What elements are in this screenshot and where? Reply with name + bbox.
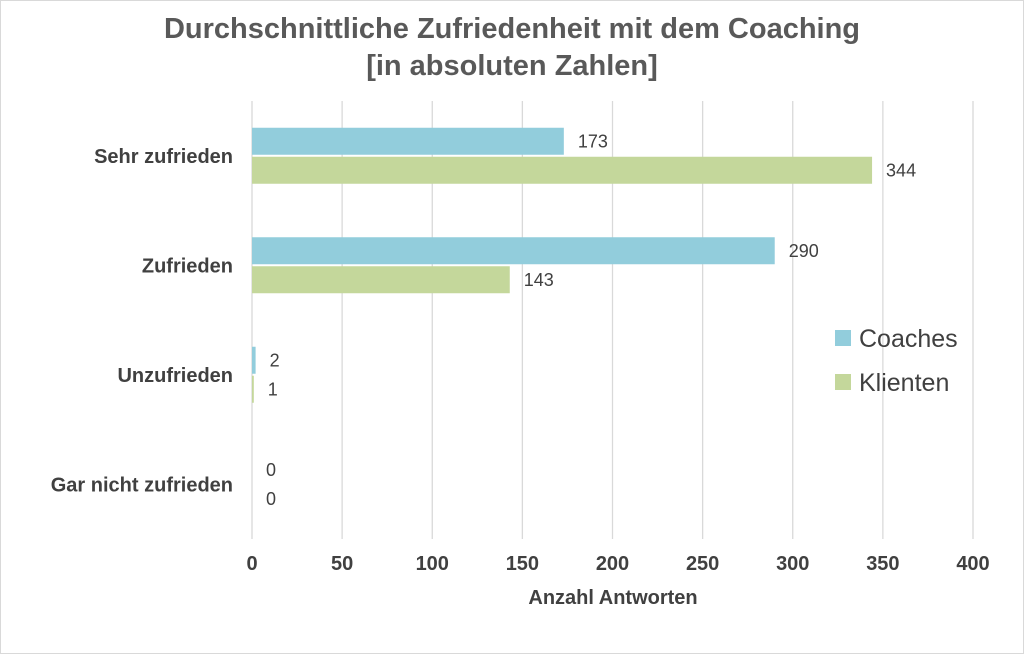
- bar-coaches: [252, 346, 256, 374]
- x-tick-label: 100: [416, 553, 449, 575]
- legend: Coaches Klienten: [835, 325, 958, 397]
- data-label: 344: [886, 160, 916, 180]
- x-tick-label: 0: [246, 553, 257, 575]
- bar-klienten: [252, 266, 510, 294]
- x-tick-label: 250: [686, 553, 719, 575]
- data-label: 0: [266, 489, 276, 509]
- x-tick-label: 400: [956, 553, 989, 575]
- x-tick-label: 150: [506, 553, 539, 575]
- data-label: 1: [268, 379, 278, 399]
- x-tick-label: 200: [596, 553, 629, 575]
- data-label: 0: [266, 460, 276, 480]
- category-label: Gar nicht zufrieden: [51, 474, 233, 496]
- data-labels: 173 344 290 143 2 1 0 0: [266, 131, 916, 509]
- data-label: 290: [789, 241, 819, 261]
- bars: [252, 127, 873, 403]
- bar-coaches: [252, 237, 775, 265]
- bar-klienten: [252, 156, 873, 184]
- data-label: 143: [524, 270, 554, 290]
- data-label: 2: [270, 350, 280, 370]
- bar-klienten: [252, 375, 254, 403]
- x-tick-label: 300: [776, 553, 809, 575]
- x-tick-labels: 0 50 100 150 200 250 300 350 400: [246, 553, 989, 575]
- chart-title: Durchschnittliche Zufriedenheit mit dem …: [1, 11, 1023, 85]
- category-label: Sehr zufrieden: [94, 146, 233, 168]
- legend-swatch-klienten: [835, 374, 851, 390]
- bar-coaches: [252, 127, 564, 155]
- legend-label: Coaches: [859, 325, 958, 353]
- chart-title-line-1: Durchschnittliche Zufriedenheit mit dem …: [163, 13, 861, 45]
- x-tick-label: 350: [866, 553, 899, 575]
- x-axis-title: Anzahl Antworten: [528, 587, 697, 609]
- x-tick-label: 50: [331, 553, 353, 575]
- legend-swatch-coaches: [835, 330, 851, 346]
- category-label: Zufrieden: [142, 255, 233, 277]
- category-label: Unzufrieden: [117, 365, 233, 387]
- category-labels: Sehr zufrieden Zufrieden Unzufrieden Gar ni…: [51, 146, 233, 497]
- data-label: 173: [578, 131, 608, 151]
- legend-label: Klienten: [859, 369, 949, 397]
- chart-title-line-2: [in absoluten Zahlen]: [366, 50, 658, 82]
